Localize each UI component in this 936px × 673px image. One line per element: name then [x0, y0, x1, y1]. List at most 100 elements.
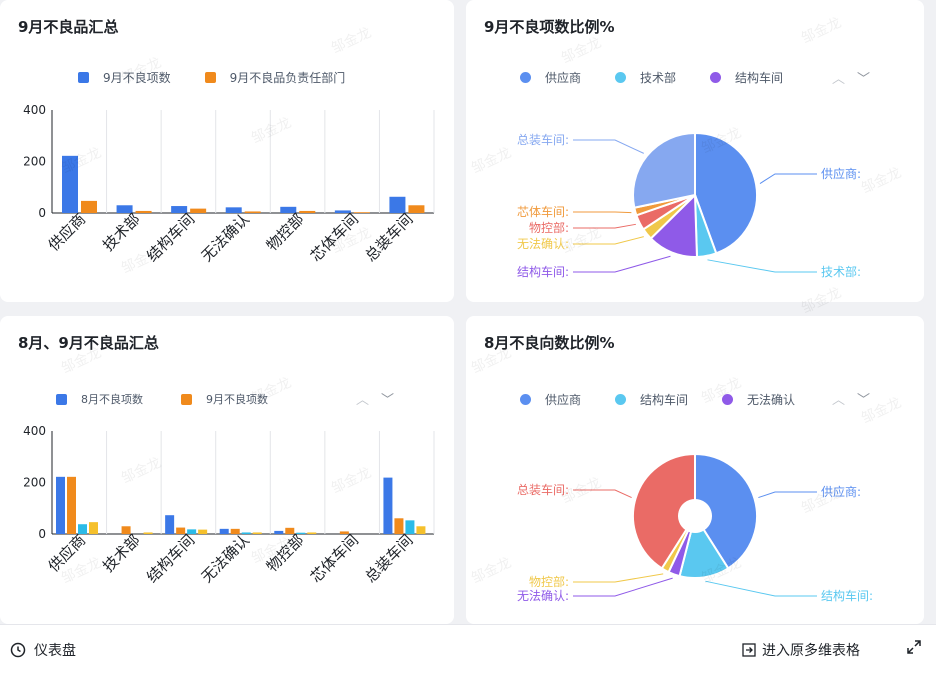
legend-item[interactable]: 供应商	[520, 391, 581, 408]
legend-swatch	[520, 394, 531, 405]
legend-swatch	[204, 72, 216, 83]
legend-item[interactable]: 技术部	[615, 69, 676, 86]
pie-leader-line	[759, 173, 817, 184]
bar	[408, 205, 425, 213]
bar	[353, 212, 370, 213]
legend-item[interactable]: 结构车间	[615, 391, 688, 408]
pie-slice-label: 芯体车间:	[517, 204, 569, 219]
pie-slice-label: 总装车间:	[517, 132, 569, 147]
pie-slice	[632, 131, 696, 209]
y-tick-label: 400	[23, 424, 46, 438]
chevron-down-icon[interactable]: ﹀	[857, 393, 871, 408]
x-tick-label: 芯体车间	[307, 531, 362, 586]
bar	[274, 530, 284, 534]
bar	[165, 515, 175, 534]
bar	[405, 520, 415, 534]
chevron-up-icon[interactable]: ︿	[832, 393, 846, 408]
legend-swatch	[722, 394, 734, 405]
pie-leader-line	[707, 259, 817, 273]
legend-item[interactable]: 9月不良项数	[78, 69, 171, 86]
bottom-toolbar: 仪表盘 进入原多维表格	[0, 624, 936, 673]
x-tick-label: 无法确认	[198, 210, 253, 265]
pie-slice	[694, 131, 758, 255]
bar	[56, 476, 65, 534]
chart-legend: 供应商 结构车间 无法确认	[520, 391, 795, 408]
chart-title: 9月不良项数比例%	[484, 18, 615, 36]
y-tick-label: 200	[23, 155, 46, 169]
pie-leader-line	[573, 139, 644, 154]
y-tick-label: 0	[38, 206, 46, 220]
bar	[67, 476, 76, 534]
legend-item[interactable]: 9月不良项数	[181, 391, 268, 407]
bar	[285, 527, 295, 534]
legend-item[interactable]: 结构车间	[710, 69, 783, 86]
bar	[62, 155, 78, 213]
pie-slice	[632, 452, 696, 570]
bar	[416, 526, 426, 534]
chart-card-aug-ratio: 8月不良向数比例% 供应商 结构车间 无法确认 ︿ ﹀ 供应商: 结构车间: 无法确…	[466, 316, 924, 624]
chart-legend: 供应商 技术部 结构车间	[520, 69, 783, 86]
pie-leader-line	[573, 489, 632, 499]
pie-slice-label: 技术部:	[821, 264, 861, 279]
chevron-up-icon[interactable]: ︿	[356, 393, 370, 408]
chevron-down-icon[interactable]: ﹀	[381, 393, 395, 408]
bar	[78, 524, 87, 534]
bar	[334, 210, 351, 213]
pie-leader-line	[758, 491, 817, 499]
pie-slice-label: 物控部:	[529, 220, 569, 235]
pie-slice-label: 无法确认:	[517, 589, 569, 603]
pie-leader-line	[705, 580, 817, 597]
expand-icon[interactable]	[906, 639, 922, 659]
bar	[280, 206, 297, 213]
chart-title: 9月不良品汇总	[18, 18, 119, 36]
chart-card-sept-ratio: 9月不良项数比例% 供应商 技术部 结构车间 ︿ ﹀ 供应商: 技术部: 结构车间:…	[466, 0, 924, 302]
pie-leader-line	[573, 573, 664, 583]
bar	[299, 210, 316, 213]
bar	[383, 477, 393, 534]
bar	[394, 518, 404, 534]
bar	[389, 196, 406, 213]
x-tick-label: 技术部	[99, 210, 144, 255]
enter-table-label: 进入原多维表格	[762, 643, 860, 659]
pie-leader-line	[573, 577, 673, 597]
legend-pager: ︿ ﹀	[832, 389, 870, 408]
timer-icon	[10, 642, 26, 658]
bar	[135, 210, 152, 213]
enter-icon	[742, 643, 756, 657]
legend-item[interactable]: 8月不良项数	[56, 391, 143, 407]
pie-chart: 供应商: 技术部: 结构车间: 无法确认: 物控部:芯体车间: 总装车间:	[517, 131, 861, 279]
pie-slice-label: 总装车间:	[517, 482, 569, 497]
dashboard-tab[interactable]: 仪表盘	[10, 640, 76, 660]
pie-slice-label: 供应商:	[821, 166, 861, 181]
legend-swatch	[520, 72, 531, 83]
bar	[244, 211, 261, 213]
bar	[252, 532, 262, 534]
pie-leader-line	[573, 211, 632, 214]
x-tick-label: 物控部	[263, 531, 308, 576]
bar	[187, 529, 197, 534]
chevron-down-icon[interactable]: ﹀	[857, 72, 871, 87]
y-tick-label: 0	[38, 527, 46, 541]
bar	[116, 205, 133, 213]
bar	[307, 532, 317, 534]
bar	[198, 529, 208, 534]
chart-title: 8月不良向数比例%	[484, 334, 615, 352]
legend-swatch	[615, 72, 627, 83]
bar	[171, 206, 188, 213]
pie-slice-label: 结构车间:	[517, 264, 569, 279]
enter-table-button[interactable]: 进入原多维表格	[742, 640, 860, 660]
donut-chart: 供应商: 结构车间: 无法确认:物控部: 总装车间:	[517, 452, 873, 603]
pie-leader-line	[573, 255, 671, 273]
bar	[176, 527, 186, 534]
legend-item[interactable]: 无法确认	[722, 391, 795, 408]
bar-chart: 0 200 400 供应商 技术部 结构车间 无法确认 物控部 芯体车间 总装车间	[23, 424, 435, 586]
legend-item[interactable]: 9月不良品负责任部门	[204, 69, 345, 86]
bar	[230, 528, 240, 534]
x-tick-label: 供应商	[45, 531, 90, 576]
legend-item[interactable]: 供应商	[520, 69, 581, 86]
bar	[89, 522, 98, 534]
legend-swatch	[78, 72, 89, 83]
x-tick-label: 物控部	[263, 210, 308, 255]
bar	[339, 531, 349, 534]
chevron-up-icon[interactable]: ︿	[832, 72, 846, 87]
